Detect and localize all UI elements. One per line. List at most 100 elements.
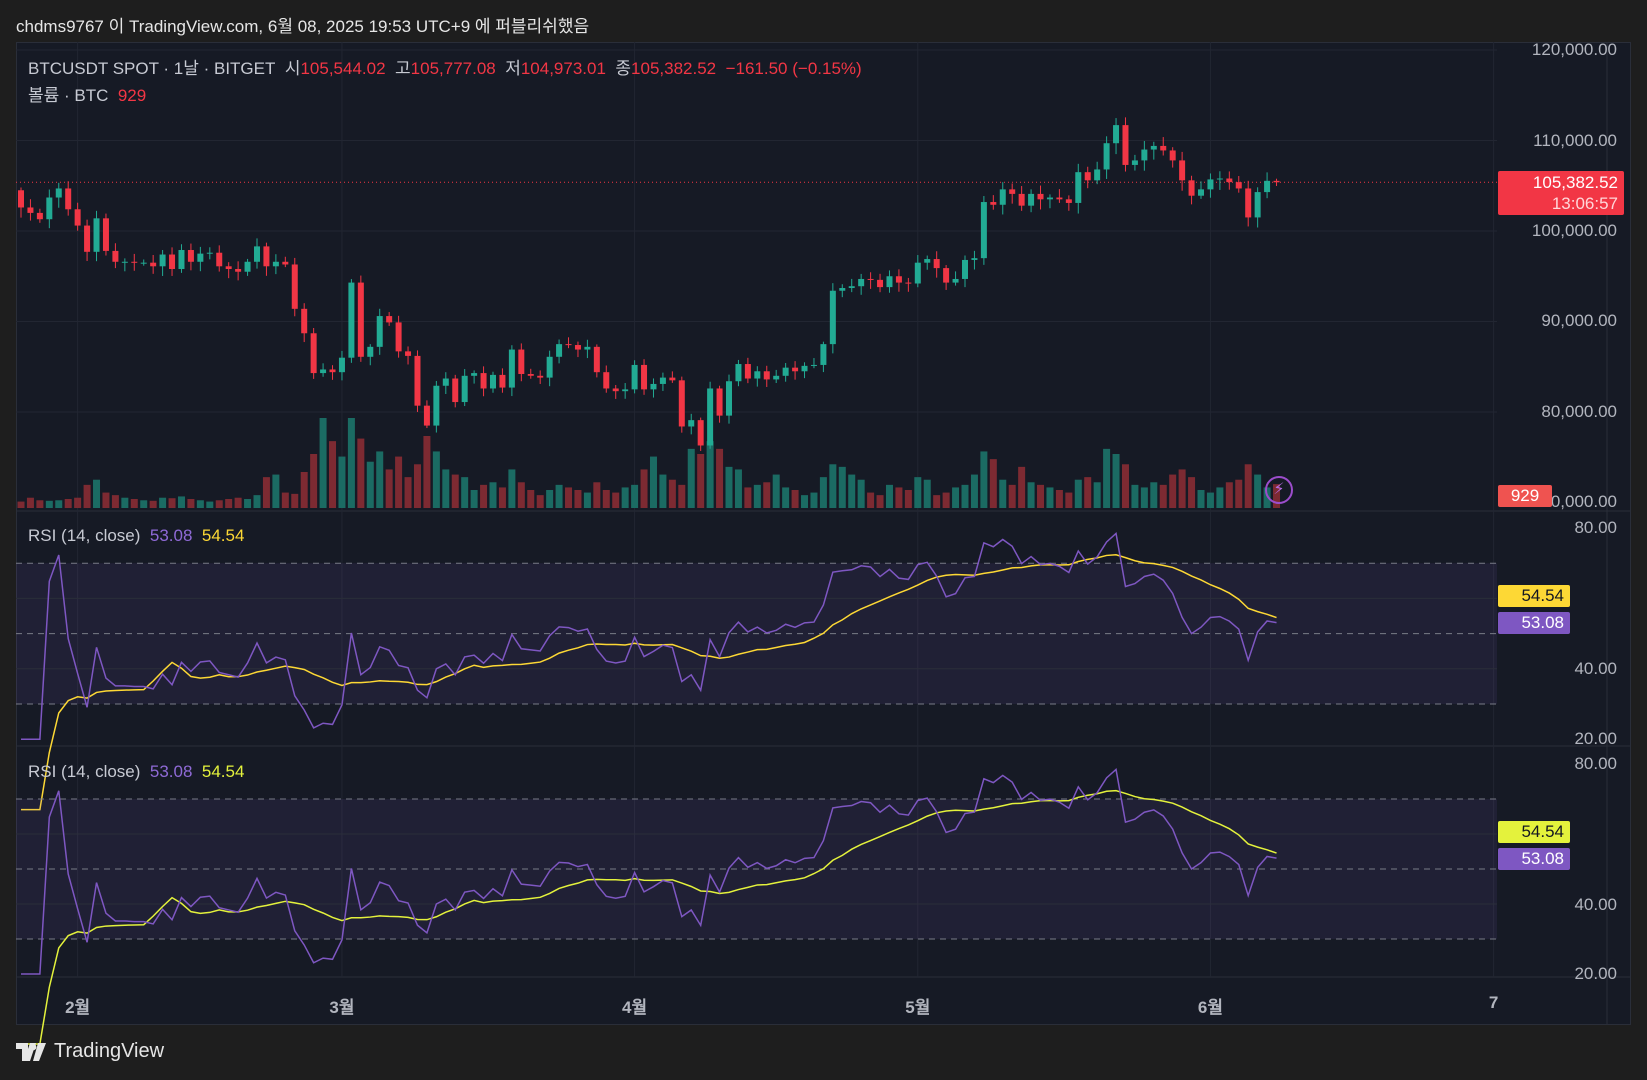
volume-bar bbox=[1093, 482, 1101, 508]
volume-bar bbox=[121, 497, 129, 508]
candle-body bbox=[895, 276, 902, 283]
volume-bar bbox=[130, 499, 138, 508]
volume-bar bbox=[687, 448, 695, 508]
candle-body bbox=[1273, 180, 1280, 183]
candle-body bbox=[1216, 178, 1223, 180]
volume-bar bbox=[933, 495, 941, 508]
volume-bar bbox=[451, 474, 459, 508]
volume-bar bbox=[810, 492, 818, 508]
candle-body bbox=[858, 278, 865, 287]
candle-body bbox=[1245, 188, 1252, 218]
candle-body bbox=[386, 316, 393, 323]
time-tick: 2월 bbox=[65, 998, 91, 1017]
rsi-ma-line bbox=[21, 554, 1277, 811]
candle-body bbox=[1264, 180, 1271, 193]
rsi-label[interactable]: RSI (14, close) bbox=[28, 526, 141, 545]
volume-bar bbox=[1140, 487, 1148, 508]
rsi-legend-2: RSI (14, close) 53.08 54.54 bbox=[28, 762, 244, 782]
tradingview-logo-icon bbox=[16, 1042, 46, 1061]
high-value: 105,777.08 bbox=[410, 59, 496, 78]
volume-bar bbox=[1037, 484, 1045, 508]
candle-body bbox=[622, 389, 629, 392]
candle-body bbox=[225, 266, 232, 270]
candle-body bbox=[1235, 182, 1242, 189]
candle-body bbox=[74, 209, 81, 226]
volume-bar bbox=[1178, 469, 1186, 508]
volume-bar bbox=[1216, 487, 1224, 508]
volume-bar bbox=[319, 418, 327, 508]
candle-body bbox=[112, 250, 119, 262]
candle-body bbox=[1226, 178, 1233, 183]
volume-bar bbox=[159, 497, 167, 508]
volume-bar bbox=[989, 459, 997, 508]
volume-bar bbox=[376, 451, 384, 508]
candle-body bbox=[716, 388, 723, 416]
lightning-icon[interactable]: ⚡ bbox=[1265, 476, 1293, 504]
candle-body bbox=[18, 190, 24, 208]
candle-body bbox=[527, 373, 534, 376]
volume-bar bbox=[1027, 482, 1035, 508]
volume-bar bbox=[1188, 477, 1196, 508]
candle-body bbox=[735, 364, 742, 382]
candle-body bbox=[537, 375, 544, 378]
candle-body bbox=[310, 333, 317, 374]
volume-bar bbox=[801, 495, 809, 508]
candle-body bbox=[216, 252, 223, 267]
candle-body bbox=[442, 378, 449, 386]
rsi-ma-line bbox=[21, 789, 1277, 1045]
volume-bar bbox=[725, 466, 733, 508]
symbol-label[interactable]: BTCUSDT SPOT · 1날 · BITGET bbox=[28, 59, 276, 78]
candle-body bbox=[329, 369, 336, 373]
candle-body bbox=[754, 371, 761, 379]
volume-bar bbox=[1084, 477, 1092, 508]
candle-body bbox=[1188, 180, 1195, 196]
candle-body bbox=[414, 355, 421, 406]
volume-bar bbox=[413, 464, 421, 508]
volume-bar bbox=[904, 490, 912, 508]
volume-bar bbox=[1206, 492, 1214, 508]
candle-body bbox=[726, 381, 732, 416]
candle-body bbox=[1046, 197, 1053, 200]
candle-body bbox=[1018, 193, 1025, 206]
volume-label[interactable]: 볼륨 · BTC bbox=[28, 86, 109, 105]
chart-panel[interactable] bbox=[16, 42, 1631, 1025]
volume-bar bbox=[734, 469, 742, 508]
last-price-tag: 105,382.52 13:06:57 bbox=[1498, 171, 1624, 215]
candle-body bbox=[565, 344, 572, 346]
candle-body bbox=[848, 286, 855, 289]
price-tick: 100,000.00 bbox=[1531, 221, 1617, 240]
candle-body bbox=[867, 278, 874, 280]
rsi-legend-1: RSI (14, close) 53.08 54.54 bbox=[28, 526, 244, 546]
volume-bar bbox=[753, 484, 761, 508]
volume-bar bbox=[253, 495, 261, 508]
volume-bar bbox=[74, 497, 82, 508]
candle-body bbox=[593, 346, 600, 373]
candle-body bbox=[395, 322, 402, 352]
volume-bar bbox=[26, 497, 34, 508]
volume-bar bbox=[470, 490, 478, 508]
rsi-label[interactable]: RSI (14, close) bbox=[28, 762, 141, 781]
volume-bar bbox=[668, 479, 676, 508]
volume-bar bbox=[857, 479, 865, 508]
candle-body bbox=[914, 262, 921, 284]
volume-bar bbox=[527, 490, 535, 508]
volume-bar bbox=[744, 487, 752, 508]
candle-body bbox=[272, 261, 279, 267]
volume-bar bbox=[583, 492, 591, 508]
volume-bar bbox=[517, 482, 525, 508]
candle-body bbox=[84, 225, 91, 252]
candle-body bbox=[603, 372, 610, 389]
candle-body bbox=[291, 264, 298, 309]
close-value: 105,382.52 bbox=[631, 59, 717, 78]
rsi-tick: 20.00 bbox=[1574, 729, 1617, 748]
volume-bar bbox=[102, 492, 110, 508]
volume-bar bbox=[914, 477, 922, 508]
volume-bar bbox=[17, 501, 25, 508]
rsi-tick: 80.00 bbox=[1574, 754, 1617, 773]
volume-bar bbox=[574, 490, 582, 508]
candle-body bbox=[433, 385, 440, 426]
candle-body bbox=[688, 420, 695, 427]
candle-body bbox=[820, 344, 827, 365]
candle-body bbox=[244, 261, 251, 272]
